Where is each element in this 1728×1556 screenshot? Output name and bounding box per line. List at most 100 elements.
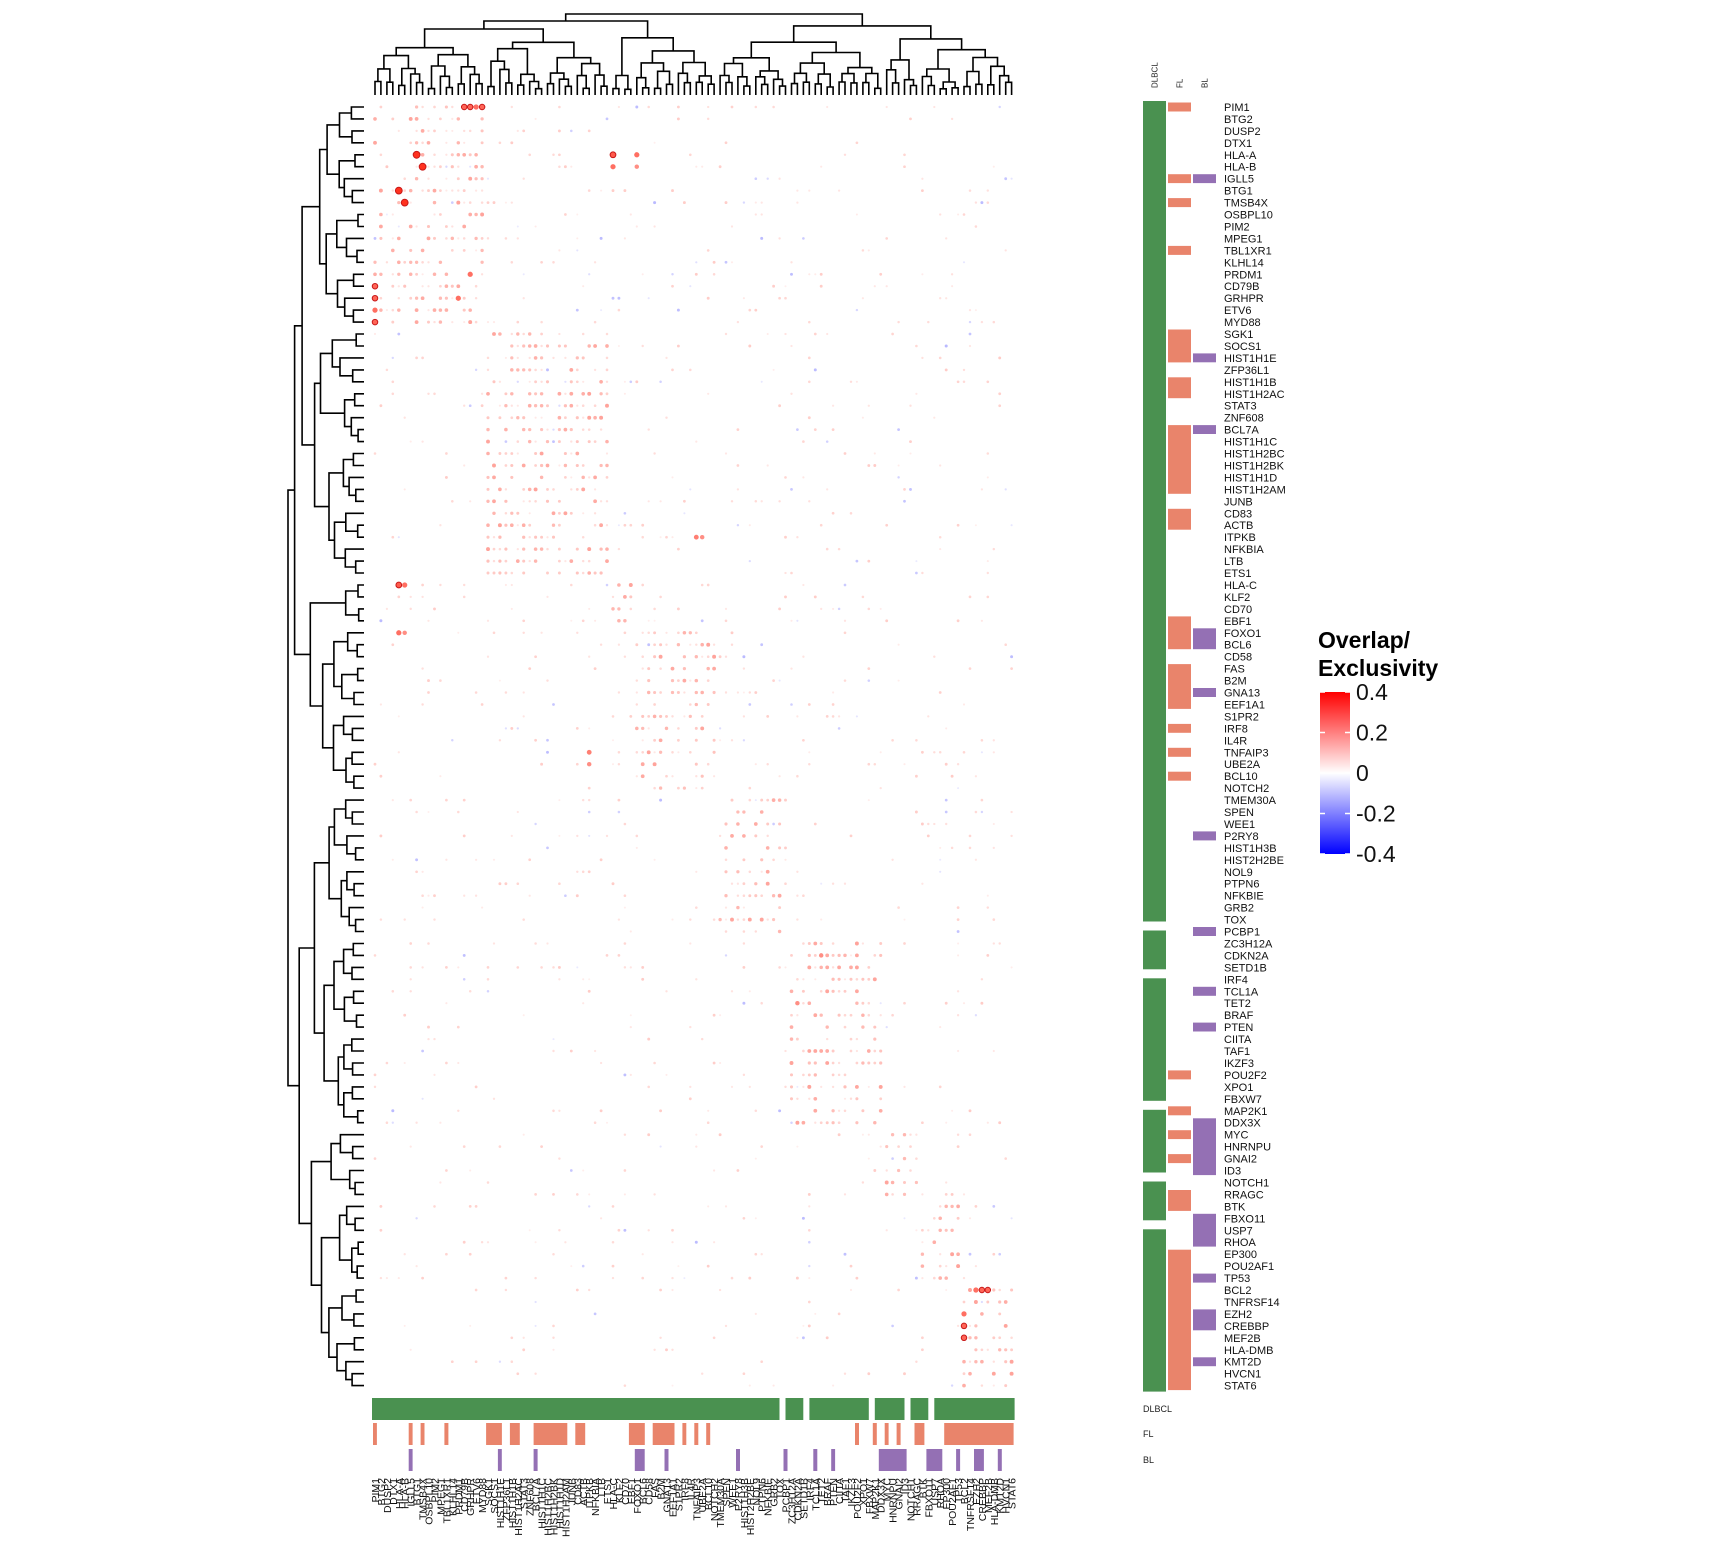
- heatmap-cell: [385, 1121, 389, 1124]
- heatmap-cell: [855, 1121, 859, 1125]
- heatmap-cell: [647, 297, 650, 300]
- heatmap-cell: [897, 906, 900, 909]
- row-label: HLA-DMB: [1224, 1345, 1274, 1357]
- dendrogram-branch: [353, 393, 364, 407]
- column-label: PIM1: [370, 1478, 382, 1503]
- heatmap-cell: [552, 1109, 555, 1113]
- heatmap-cell: [588, 978, 591, 981]
- dendrogram-branch: [343, 399, 355, 428]
- heatmap-cell: [920, 822, 924, 826]
- dendrogram-branch: [328, 472, 344, 541]
- heatmap-cell: [980, 1384, 984, 1387]
- heatmap-cell: [569, 428, 573, 432]
- heatmap-cell: [468, 176, 473, 181]
- heatmap-cell: [587, 415, 592, 420]
- heatmap-cell: [790, 272, 793, 276]
- heatmap-cell: [391, 213, 394, 216]
- heatmap-cell: [504, 356, 507, 359]
- heatmap-cell: [802, 978, 805, 981]
- heatmap-cell: [617, 691, 621, 694]
- heatmap-cell: [980, 488, 984, 491]
- heatmap-cell: [653, 703, 656, 706]
- heatmap-cell: [849, 1288, 853, 1292]
- heatmap-cell: [623, 894, 627, 897]
- column-label: CD58: [644, 1478, 656, 1505]
- heatmap-cell: [808, 1229, 811, 1232]
- heatmap-cell: [391, 535, 395, 539]
- heatmap-cell: [385, 607, 389, 611]
- heatmap-cell: [534, 368, 537, 372]
- heatmap-cell: [736, 488, 740, 491]
- heatmap-cell: [759, 810, 764, 814]
- heatmap-cell: [837, 1109, 841, 1112]
- heatmap-cell: [670, 666, 675, 671]
- heatmap-cell: [605, 834, 609, 838]
- heatmap-cell: [379, 1276, 383, 1280]
- heatmap-cell: [593, 368, 597, 372]
- dendrogram-branch: [351, 1038, 364, 1052]
- dendrogram-branch: [354, 847, 364, 861]
- column-annotation-dlbcl: [874, 1398, 905, 1420]
- heatmap-cell: [956, 1133, 960, 1136]
- heatmap-cell: [617, 607, 621, 611]
- row-annotation-dlbcl: [1143, 930, 1166, 970]
- row-label: TOX: [1224, 915, 1247, 927]
- heatmap-cell: [724, 954, 728, 957]
- heatmap-cell: [849, 965, 853, 970]
- heatmap-cell: [456, 200, 461, 205]
- dendrogram-branch: [354, 918, 364, 933]
- column-label: LTB: [596, 1478, 608, 1496]
- column-annotation-bl: [736, 1449, 740, 1471]
- heatmap-cell: [403, 416, 406, 419]
- heatmap-cell: [682, 201, 686, 205]
- heatmap-cell: [587, 129, 591, 133]
- heatmap-cell: [426, 224, 431, 229]
- heatmap-cell: [671, 1276, 674, 1280]
- heatmap-cell: [576, 834, 579, 838]
- heatmap-cell: [688, 714, 692, 719]
- heatmap-cell: [801, 1216, 805, 1220]
- heatmap-cell: [427, 285, 430, 288]
- heatmap-cell: [450, 1360, 454, 1364]
- heatmap-cell: [385, 368, 389, 372]
- heatmap-cell: [611, 1276, 615, 1280]
- heatmap-cell: [831, 977, 835, 981]
- heatmap-cell: [432, 200, 437, 205]
- dendrogram-branch: [517, 84, 525, 95]
- heatmap-cell: [938, 1228, 942, 1233]
- heatmap-cell: [444, 105, 448, 109]
- column-annotation-fl: [914, 1423, 925, 1445]
- heatmap-cell: [564, 1241, 567, 1244]
- heatmap-cell: [819, 989, 823, 993]
- heatmap-cell: [873, 1120, 877, 1125]
- heatmap-cell: [617, 619, 621, 623]
- heatmap-cell: [932, 1216, 936, 1220]
- heatmap-cell: [808, 1264, 811, 1268]
- heatmap-cell: [808, 380, 811, 384]
- row-label: NFKBIE: [1224, 891, 1264, 903]
- heatmap-cell: [647, 1037, 651, 1041]
- heatmap-cell: [629, 1026, 632, 1029]
- heatmap-cell: [426, 236, 431, 241]
- heatmap-cell: [617, 762, 621, 766]
- column-label: EZH2: [971, 1478, 983, 1505]
- heatmap-cell: [504, 237, 508, 240]
- row-annotation-fl: [1168, 664, 1191, 709]
- heatmap-cell: [771, 894, 776, 898]
- dendrogram-branch: [338, 112, 352, 138]
- heatmap-cell: [891, 332, 894, 336]
- heatmap-cell: [534, 117, 537, 120]
- heatmap-cell: [403, 189, 406, 192]
- heatmap-cell: [843, 619, 847, 622]
- heatmap-cell: [486, 356, 490, 360]
- row-label: FOXO1: [1224, 628, 1261, 640]
- heatmap-cell: [421, 894, 424, 897]
- heatmap-cell: [581, 535, 585, 539]
- heatmap-cell: [867, 799, 870, 802]
- row-label: TET2: [1224, 998, 1251, 1010]
- heatmap-cell: [944, 368, 948, 372]
- heatmap-cell: [510, 834, 513, 838]
- heatmap-cell: [855, 989, 859, 994]
- row-annotation-fl: [1168, 377, 1191, 399]
- heatmap-cell: [415, 870, 418, 874]
